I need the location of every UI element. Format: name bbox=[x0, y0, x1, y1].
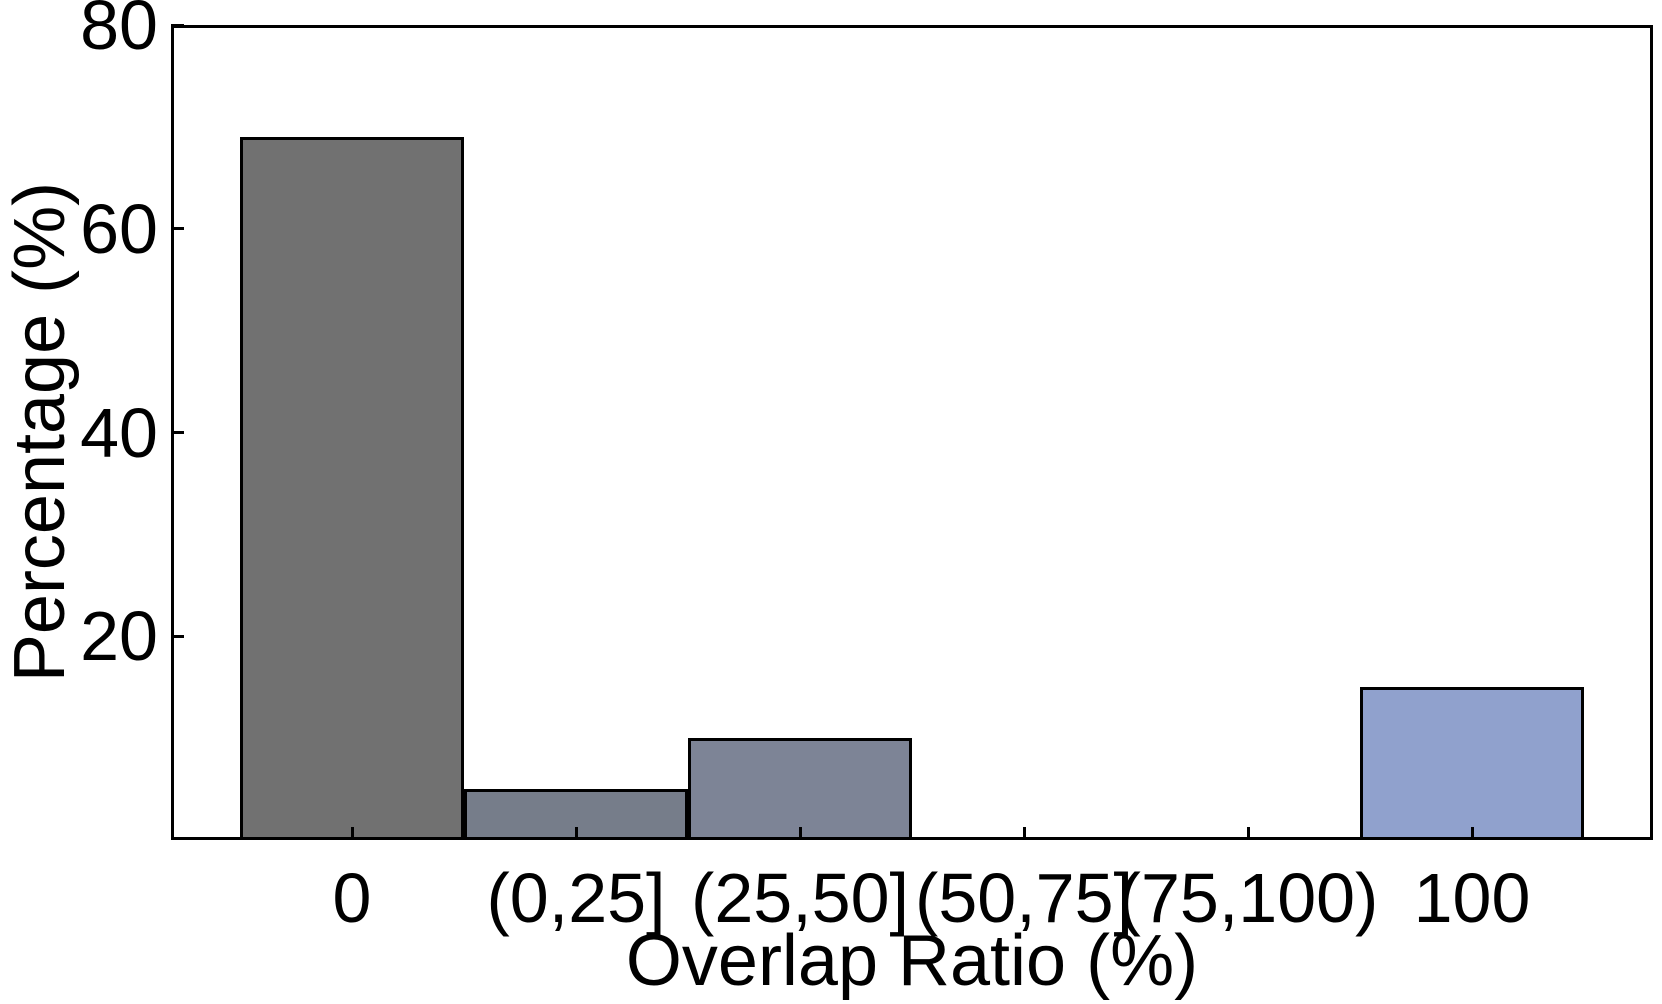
bar-(25,50] bbox=[688, 738, 912, 840]
x-tick-mark bbox=[1022, 827, 1026, 840]
y-tick-label: 20 bbox=[80, 597, 158, 676]
x-tick-mark bbox=[350, 827, 354, 840]
x-tick-mark bbox=[1246, 827, 1250, 840]
x-tick-label: (0,25] bbox=[486, 859, 666, 937]
x-tick-label: 100 bbox=[1413, 859, 1531, 937]
x-tick-mark bbox=[798, 827, 802, 840]
x-tick-mark bbox=[574, 827, 578, 840]
plot-area: Overlap Ratio (%) 0 (0,25] (25,50] (50,75](… bbox=[80, 0, 1653, 997]
y-tick-mark bbox=[171, 23, 184, 27]
y-tick-label: 40 bbox=[80, 393, 158, 472]
y-tick-mark bbox=[171, 227, 184, 231]
x-tick-label: 0 bbox=[332, 859, 372, 937]
x-axis-label: Overlap Ratio (%) bbox=[625, 921, 1199, 1001]
bar-0 bbox=[240, 137, 464, 840]
y-tick-mark bbox=[171, 634, 184, 638]
x-tick-mark bbox=[1470, 827, 1474, 840]
y-tick-label: 80 bbox=[80, 0, 158, 64]
x-tick-label: (50,75] bbox=[915, 859, 1133, 937]
y-tick-label: 60 bbox=[80, 189, 158, 268]
x-tick-label: (25,50] bbox=[691, 859, 909, 937]
x-tick-label: (75,100) bbox=[1117, 859, 1379, 937]
bar-100 bbox=[1360, 687, 1585, 840]
y-tick-mark bbox=[171, 431, 184, 434]
